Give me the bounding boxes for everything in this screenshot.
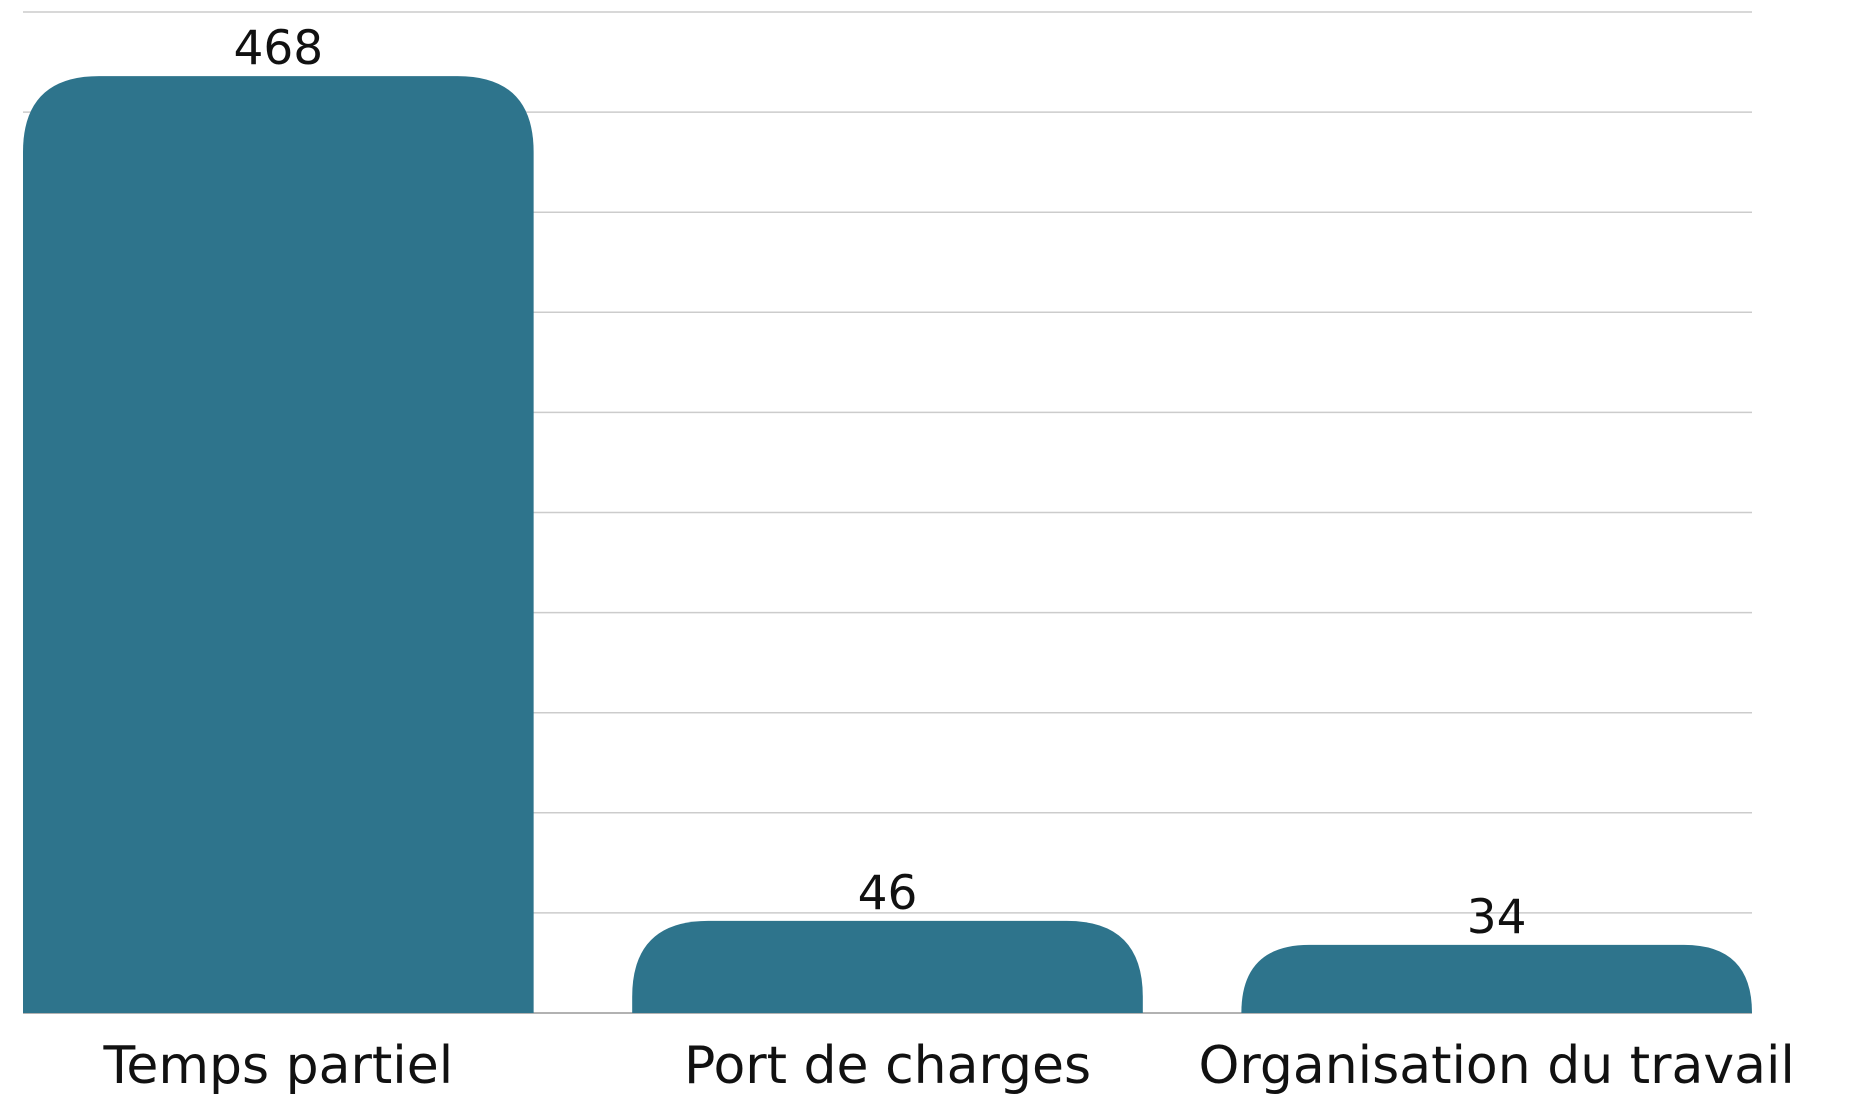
x-tick-label: Organisation du travail <box>1198 1036 1794 1096</box>
value-label: 468 <box>233 21 323 76</box>
x-tick-label: Temps partiel <box>102 1036 453 1096</box>
value-label: 34 <box>1467 890 1527 945</box>
value-label: 46 <box>858 866 918 921</box>
bar <box>23 76 534 1013</box>
bar <box>632 920 1143 1013</box>
bar <box>1241 944 1752 1013</box>
x-tick-label: Port de charges <box>684 1036 1091 1096</box>
